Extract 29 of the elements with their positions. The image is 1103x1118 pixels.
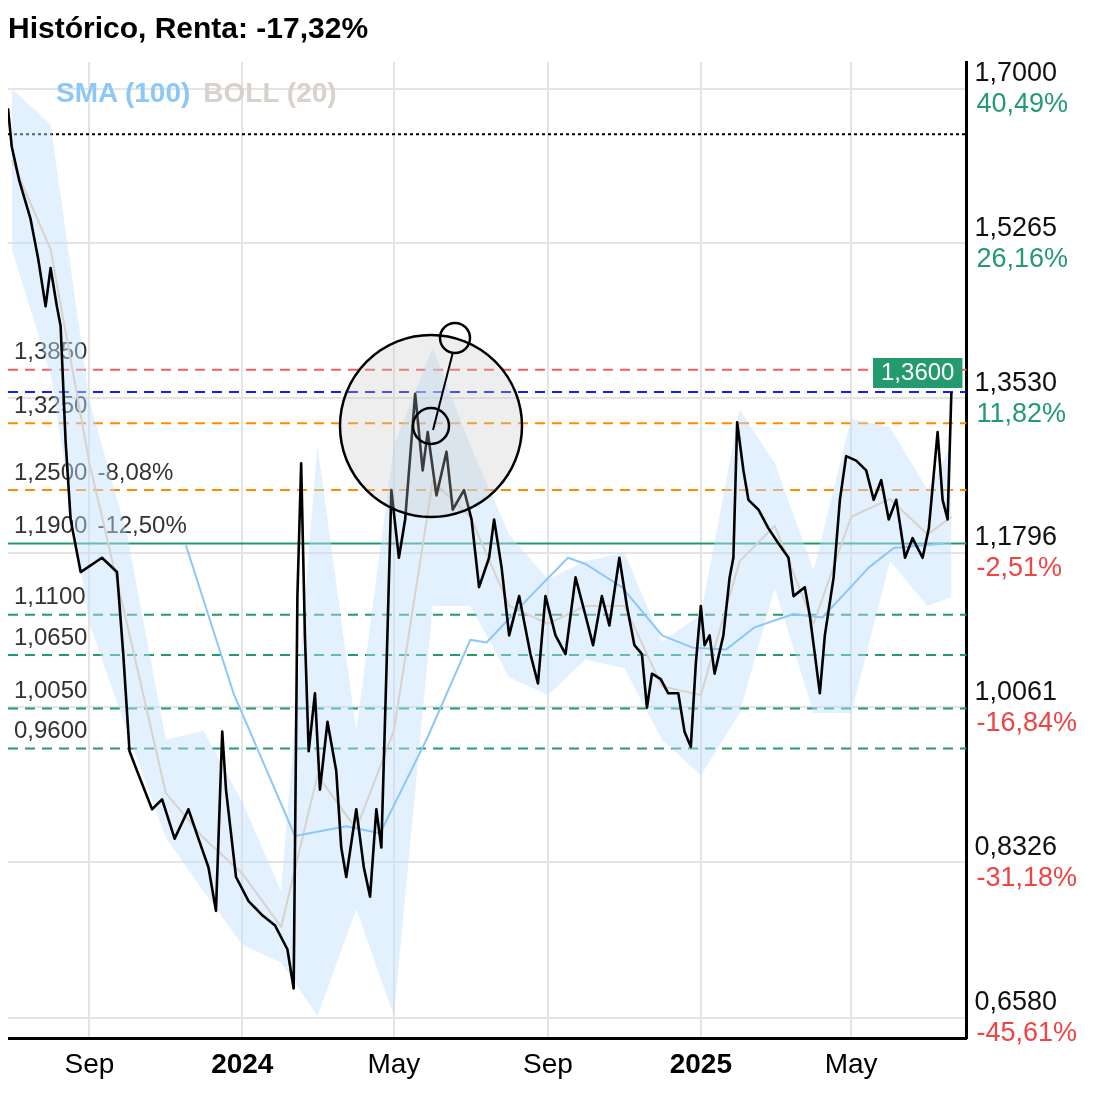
y2-tick-label: -2,51% [976, 552, 1062, 583]
ref-line-label: 1,1100 [14, 582, 86, 610]
annotation: -12,50% [97, 511, 187, 539]
y-tick-label: 1,1796 [974, 521, 1058, 552]
y-tick-label: 0,8326 [974, 830, 1058, 861]
y2-tick-label: 11,82% [976, 397, 1066, 428]
y-tick-label: 1,5265 [974, 211, 1058, 242]
y-tick-label: 1,7000 [974, 57, 1058, 88]
y2-tick-label: -31,18% [976, 861, 1077, 892]
ref-line-label: 1,0050 [14, 676, 88, 704]
y2-tick-label: -16,84% [976, 706, 1077, 737]
text: SMA (100) [56, 76, 191, 108]
y2-tick-label: 40,49% [976, 88, 1068, 119]
annotation: -8,08% [97, 457, 174, 485]
y2-tick-label: -45,61% [976, 1017, 1077, 1048]
ref-line-label: 0,9600 [14, 716, 88, 744]
y2-tick-label: 26,16% [976, 242, 1068, 273]
ref-line-label: 1,3600 [881, 357, 955, 385]
x-tick-label: 2025 [669, 1047, 732, 1079]
x-tick-label: Sep [64, 1047, 115, 1079]
x-tick-label: May [367, 1047, 421, 1079]
x-tick-label: Sep [523, 1047, 573, 1079]
y-tick-label: 0,6580 [974, 986, 1058, 1017]
x-tick-label: May [824, 1047, 878, 1079]
chart-title: Histórico, Renta: -17,32% [8, 11, 369, 45]
y-tick-label: 1,0061 [974, 675, 1058, 706]
x-tick-label: 2024 [211, 1047, 274, 1079]
y-tick-label: 1,3530 [974, 366, 1058, 397]
ref-line-label: 1,0650 [14, 622, 88, 650]
